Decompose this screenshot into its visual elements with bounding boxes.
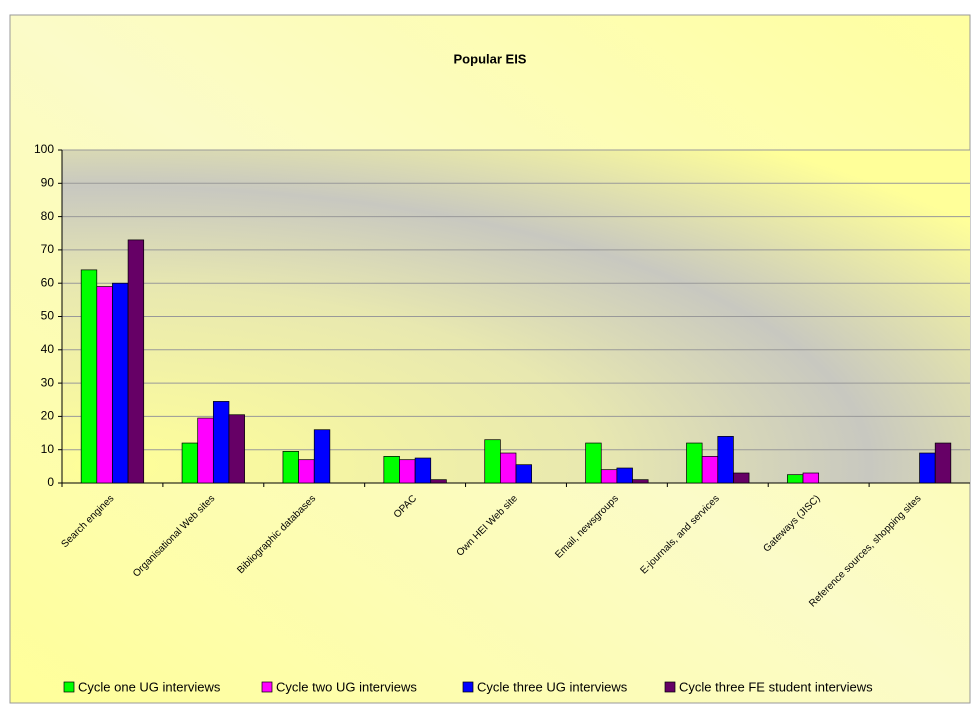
legend-label: Cycle three UG interviews [477, 679, 628, 694]
y-tick-label: 50 [41, 309, 55, 323]
bar [80, 269, 98, 484]
y-tick-label: 40 [41, 342, 55, 356]
bar [212, 401, 230, 484]
bar [733, 472, 750, 484]
bar [197, 417, 214, 484]
y-tick-label: 10 [41, 442, 55, 456]
bar [616, 467, 633, 484]
bar [934, 442, 952, 484]
legend-swatch [462, 681, 474, 693]
chart-title: Popular EIS [454, 51, 527, 66]
bar [399, 459, 416, 484]
bar [181, 442, 199, 484]
bar [787, 474, 804, 484]
legend-label: Cycle one UG interviews [78, 679, 221, 694]
y-tick-label: 0 [47, 475, 54, 489]
bar [802, 472, 820, 484]
bar [701, 456, 719, 484]
bar [313, 429, 331, 484]
bar [282, 451, 299, 484]
bar [484, 439, 501, 484]
bar [600, 469, 618, 484]
y-tick-label: 80 [41, 209, 55, 223]
bar [298, 459, 315, 484]
bar [430, 479, 447, 484]
bar [632, 479, 649, 484]
legend-swatch [261, 681, 273, 693]
legend-swatch [664, 681, 676, 693]
bar [127, 239, 145, 484]
y-tick-label: 100 [34, 142, 54, 156]
y-tick-label: 60 [41, 275, 55, 289]
legend-label: Cycle three FE student interviews [679, 679, 873, 694]
y-tick-label: 90 [41, 175, 55, 189]
bar [96, 286, 113, 484]
y-tick-label: 20 [41, 409, 55, 423]
bar [515, 464, 532, 484]
bar [383, 456, 400, 484]
legend-swatch [63, 681, 75, 693]
bar [112, 282, 129, 484]
bar [717, 436, 734, 484]
y-tick-label: 30 [41, 375, 55, 389]
bar [919, 452, 936, 484]
bar [500, 452, 517, 484]
bar [414, 457, 432, 484]
bar [585, 442, 602, 484]
y-tick-label: 70 [41, 242, 55, 256]
bar [686, 442, 703, 484]
legend-label: Cycle two UG interviews [276, 679, 417, 694]
bar [228, 414, 245, 484]
